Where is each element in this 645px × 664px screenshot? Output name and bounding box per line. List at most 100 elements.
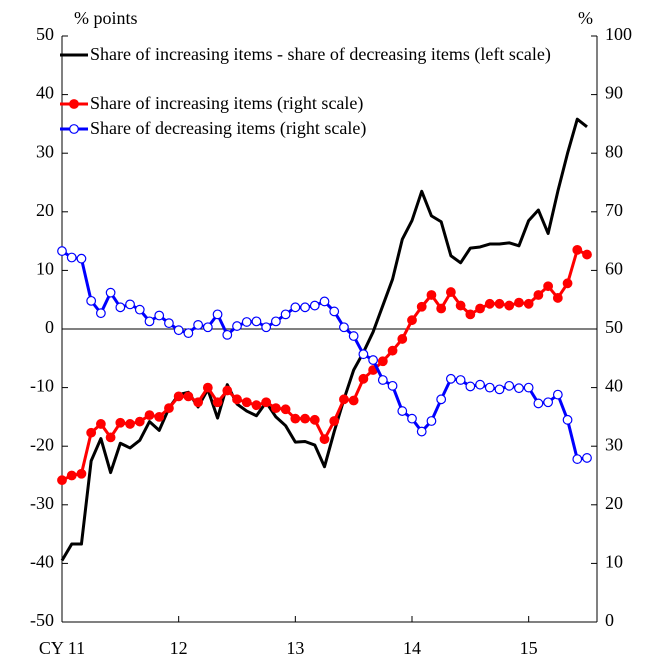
point (572, 454, 583, 464)
y2-tick-label: 70 (605, 200, 623, 220)
point (523, 382, 534, 393)
point (407, 413, 417, 424)
point (173, 391, 184, 402)
point (348, 331, 359, 341)
x-tick-label: 14 (403, 638, 421, 658)
point (329, 306, 340, 317)
point (95, 419, 106, 429)
point (115, 417, 126, 428)
y2-tick-label: 0 (605, 610, 614, 630)
x-tick-label: 15 (520, 638, 538, 658)
point (533, 398, 544, 409)
y2-tick-label: 90 (605, 83, 623, 103)
point (455, 375, 466, 385)
y2-axis-title: % (578, 8, 593, 28)
y-tick-label: -10 (30, 376, 54, 396)
point (212, 397, 223, 408)
point (144, 316, 155, 327)
point (251, 400, 262, 411)
y2-tick-label: 40 (605, 376, 623, 396)
legend-label: Share of decreasing items (right scale) (90, 118, 367, 138)
point (552, 293, 563, 303)
point (193, 319, 204, 330)
point (582, 453, 592, 463)
y-tick-label: 50 (36, 24, 54, 44)
point (455, 300, 466, 311)
point (582, 249, 592, 260)
point (426, 416, 437, 426)
y2-tick-label: 30 (605, 434, 623, 454)
y-tick-label: 10 (36, 259, 54, 279)
point (552, 389, 563, 400)
point (134, 304, 145, 315)
point (232, 394, 242, 405)
y-tick-label: -50 (30, 610, 54, 630)
series-line (60, 117, 588, 562)
point (397, 334, 408, 344)
point (164, 403, 174, 414)
point (426, 290, 437, 300)
y2-tick-label: 80 (605, 141, 623, 161)
point (358, 349, 369, 360)
point (125, 419, 135, 429)
point (465, 309, 476, 320)
point (309, 300, 320, 311)
point (504, 380, 515, 391)
point (164, 318, 174, 329)
point (202, 322, 213, 333)
point (397, 406, 408, 416)
point (290, 302, 301, 313)
point (241, 397, 252, 408)
point (368, 355, 379, 365)
point (134, 416, 145, 427)
point (95, 308, 106, 319)
point (387, 380, 398, 391)
y-tick-label: -40 (30, 552, 54, 572)
legend-label: Share of increasing items - share of dec… (90, 44, 551, 64)
point (543, 281, 554, 292)
point (202, 382, 213, 393)
point (339, 394, 349, 405)
point (280, 309, 291, 320)
point (329, 416, 340, 426)
point (543, 397, 554, 408)
point (57, 246, 67, 256)
point (358, 373, 369, 384)
point (105, 432, 116, 443)
point (377, 375, 388, 385)
y-tick-label: 40 (36, 83, 54, 103)
point (76, 253, 87, 264)
point (183, 328, 194, 339)
point (514, 297, 524, 308)
point (416, 426, 427, 437)
x-tick-label: 12 (170, 638, 188, 658)
point (339, 322, 349, 333)
point (309, 414, 320, 425)
point (514, 383, 524, 394)
x-tick-label: 13 (286, 638, 304, 658)
point (300, 413, 310, 424)
point (484, 298, 495, 309)
y-tick-label: -30 (30, 493, 54, 513)
point (377, 356, 388, 367)
point (270, 316, 281, 327)
point (387, 345, 398, 356)
point (562, 278, 573, 289)
point (76, 468, 87, 479)
point (562, 414, 573, 425)
point (115, 302, 126, 313)
point (232, 321, 242, 331)
point (494, 298, 505, 309)
y2-tick-label: 20 (605, 493, 623, 513)
point (300, 302, 310, 313)
point (251, 316, 262, 327)
point (319, 434, 330, 445)
point (494, 384, 505, 395)
y-axis-title: % points (74, 8, 138, 28)
y-tick-label: -20 (30, 434, 54, 454)
point (261, 397, 272, 408)
point (290, 413, 301, 424)
point (241, 317, 252, 327)
point (66, 252, 77, 263)
